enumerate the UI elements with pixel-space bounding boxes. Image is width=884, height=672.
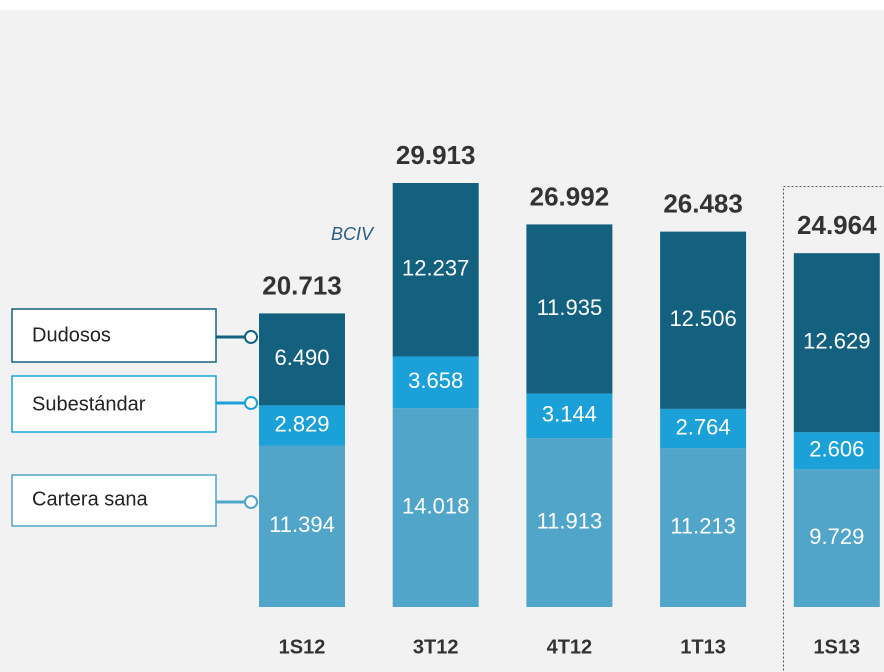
value-label: 12.506 (669, 306, 736, 331)
value-label: 11.913 (537, 508, 603, 533)
bar-segment (259, 313, 345, 406)
annotation: BCIV (331, 224, 375, 244)
bar-segment (392, 356, 479, 409)
legend: Dudosos Subestándar Cartera sana (11, 308, 258, 527)
x-tick-label: 4T12 (547, 636, 593, 658)
value-label: 12.629 (803, 328, 870, 353)
bar-segment (259, 405, 345, 446)
legend-label: Dudosos (32, 324, 111, 346)
value-label: 3.144 (542, 402, 597, 427)
bar-segment (526, 438, 613, 607)
bar-segment (259, 445, 345, 607)
bar-segment (660, 408, 747, 449)
total-label: 26.992 (530, 181, 610, 211)
value-label: 11.213 (670, 513, 736, 538)
value-label: 11.394 (269, 512, 335, 537)
connector-dot (244, 495, 258, 509)
bar-segment (526, 224, 613, 394)
bar-segment (392, 408, 479, 607)
total-label: 20.713 (262, 270, 342, 300)
bar-segment (793, 432, 880, 470)
total-label: 29.913 (396, 140, 476, 170)
total-label: 26.483 (663, 188, 743, 218)
value-label: 3.658 (408, 368, 463, 393)
value-label: 11.935 (537, 295, 603, 320)
x-tick-label: 1S12 (279, 636, 326, 658)
legend-box (11, 474, 217, 527)
x-tick-label: 1T13 (680, 636, 726, 658)
bar-segment (660, 448, 747, 607)
value-label: 2.829 (274, 411, 329, 436)
value-label: 14.018 (402, 493, 469, 518)
bar-segment (793, 253, 880, 433)
bar-segment (660, 231, 747, 409)
value-label: 2.606 (809, 436, 864, 461)
connector-dot (244, 396, 258, 410)
x-tick-label: 3T12 (413, 636, 459, 658)
connector-dot (244, 330, 258, 344)
bar-segment (392, 183, 479, 357)
x-tick-label: 1S13 (813, 636, 860, 658)
legend-box (11, 308, 217, 363)
legend-label: Subestándar (32, 393, 146, 415)
bar-segment (793, 469, 880, 607)
legend-box (11, 375, 217, 433)
legend-label: Cartera sana (32, 488, 148, 510)
bar-segment (526, 393, 613, 439)
highlight-box (783, 186, 884, 672)
value-label: 9.729 (809, 524, 864, 549)
value-label: 2.764 (676, 414, 731, 439)
value-label: 12.237 (402, 256, 469, 281)
value-label: 6.490 (274, 345, 329, 370)
total-label: 24.964 (797, 210, 877, 240)
